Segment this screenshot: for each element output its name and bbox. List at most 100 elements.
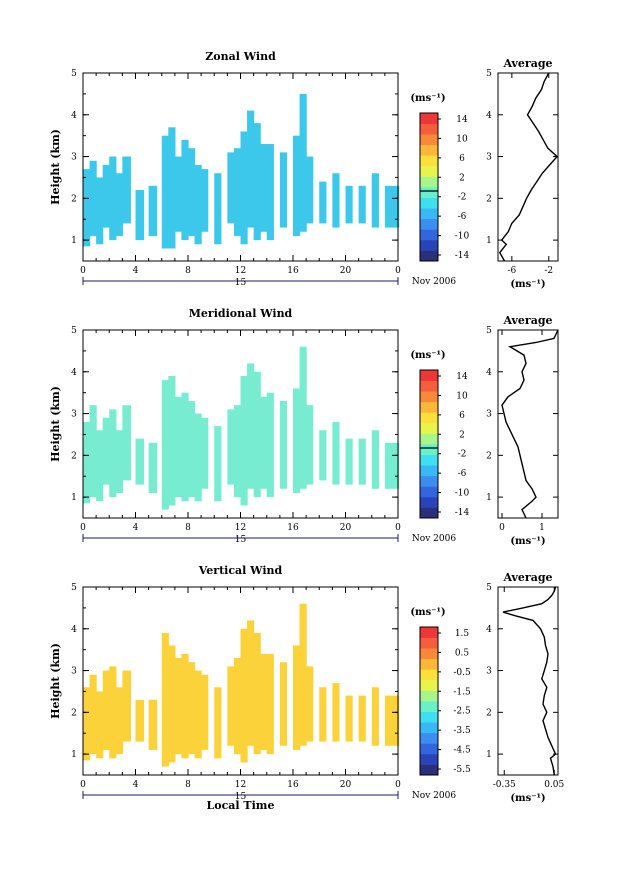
colorbar-frame	[419, 626, 439, 776]
x-tick-label: 12	[235, 266, 246, 276]
colorbar-tick-label: -14	[455, 508, 470, 518]
avg-x-tick-label: 0	[499, 523, 505, 533]
colorbar-tick-label: 14	[456, 372, 468, 382]
colorbar-swatch	[420, 176, 438, 188]
data-column	[168, 645, 176, 763]
y-tick-label: 2	[71, 194, 77, 204]
colorbar-swatch	[420, 743, 438, 755]
data-column	[371, 430, 379, 489]
data-column	[319, 687, 327, 742]
colorbar-swatch	[420, 637, 438, 649]
colorbar-swatch	[420, 187, 438, 198]
data-column	[266, 144, 274, 241]
data-column	[174, 396, 183, 498]
data-column	[96, 691, 104, 759]
colorbar-swatch	[420, 250, 438, 262]
avg-y-tick-label: 1	[486, 236, 492, 246]
y-tick-label: 3	[71, 410, 77, 420]
colorbar-swatch	[420, 496, 438, 508]
colorbar-tick-label: 0.5	[455, 648, 470, 658]
avg-x-tick-label: 1	[539, 523, 545, 533]
colorbar-swatch	[420, 155, 438, 167]
data-column	[319, 181, 327, 224]
day-label: 15	[235, 535, 247, 545]
colorbar-tick-label: -0.5	[453, 668, 471, 678]
data-column	[240, 131, 248, 245]
colorbar-swatch	[420, 753, 438, 765]
colorbar-swatch	[420, 401, 438, 413]
colorbar-swatch	[420, 454, 438, 466]
data-column	[201, 417, 209, 489]
data-column	[332, 173, 340, 228]
avg-y-tick-label: 3	[486, 410, 492, 420]
x-tick-label: 16	[287, 266, 299, 276]
data-column	[161, 380, 169, 510]
data-column	[122, 156, 131, 224]
x-tick-label: 8	[185, 266, 191, 276]
colorbar-swatch	[420, 380, 438, 392]
y-tick-label: 5	[71, 69, 77, 79]
x-tick-label: 16	[287, 780, 299, 790]
data-column	[247, 363, 255, 489]
data-column	[293, 388, 301, 493]
colorbar-frame	[419, 369, 439, 519]
data-column	[240, 628, 248, 763]
data-column	[102, 164, 110, 228]
data-column	[201, 674, 209, 750]
colorbar-tick-label: -10	[455, 232, 470, 242]
average-profile-line	[501, 329, 559, 519]
colorbar-swatch	[420, 165, 438, 177]
x-tick-label: 16	[287, 523, 299, 533]
avg-y-tick-label: 5	[486, 69, 492, 79]
colorbar-tick-label: -6	[458, 469, 467, 479]
x-tick-label: 0	[80, 266, 86, 276]
colorbar-tick-label: -10	[455, 489, 470, 499]
x-axis-label: Local Time	[207, 799, 275, 812]
data-column	[148, 185, 158, 236]
colorbar-swatch	[420, 412, 438, 424]
data-column	[194, 164, 202, 245]
avg-y-tick-label: 1	[486, 750, 492, 760]
data-column	[358, 185, 366, 224]
colorbar-tick-label: -2	[458, 193, 467, 203]
avg-x-tick-label: -0.35	[493, 780, 516, 790]
data-column	[227, 409, 235, 485]
data-column	[306, 156, 314, 224]
data-column	[174, 156, 183, 232]
data-column	[109, 156, 117, 241]
data-column	[102, 417, 110, 485]
y-tick-label: 1	[71, 750, 77, 760]
data-column	[260, 396, 268, 489]
colorbar-tick-label: -6	[458, 212, 467, 222]
x-tick-label: 20	[340, 266, 352, 276]
data-column	[214, 687, 222, 759]
avg-y-tick-label: 5	[486, 583, 492, 593]
colorbar-frame	[419, 112, 439, 262]
panel-title: Zonal Wind	[205, 50, 276, 63]
panel-title: Meridional Wind	[189, 307, 293, 320]
y-axis-label: Height (km)	[49, 643, 62, 719]
month-label: Nov 2006	[412, 791, 456, 801]
data-column	[247, 110, 255, 228]
data-column	[260, 144, 268, 232]
colorbar-unit: (ms⁻¹)	[410, 607, 445, 618]
colorbar-swatch	[420, 239, 438, 251]
data-column	[214, 173, 222, 245]
x-tick-label: 20	[340, 780, 352, 790]
data-column	[345, 695, 353, 742]
colorbar-swatch	[420, 507, 438, 519]
y-tick-label: 3	[71, 667, 77, 677]
avg-y-tick-label: 5	[486, 326, 492, 336]
y-tick-label: 5	[71, 326, 77, 336]
y-tick-label: 2	[71, 708, 77, 718]
data-column	[174, 658, 183, 755]
data-column	[161, 135, 169, 249]
data-column	[122, 670, 131, 742]
x-tick-label: 12	[235, 780, 246, 790]
x-tick-label: 20	[340, 523, 352, 533]
avg-y-tick-label: 3	[486, 667, 492, 677]
colorbar-swatch	[420, 197, 438, 209]
avg-y-tick-label: 2	[486, 708, 492, 718]
y-tick-label: 5	[71, 583, 77, 593]
